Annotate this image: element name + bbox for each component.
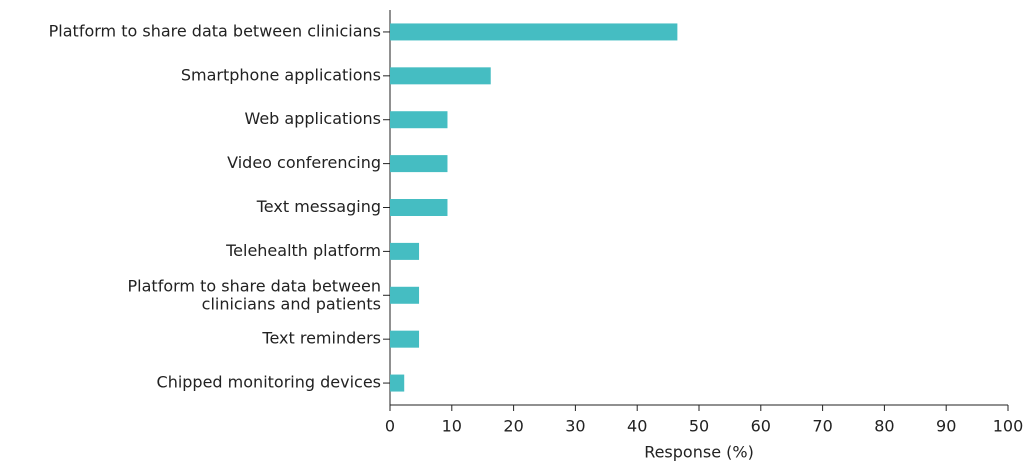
y-tick-label: Text reminders xyxy=(261,329,381,348)
bar xyxy=(390,374,405,392)
y-tick-label: Telehealth platform xyxy=(225,241,381,260)
x-tick-label: 0 xyxy=(385,417,395,436)
x-axis-label: Response (%) xyxy=(644,443,754,462)
bar xyxy=(390,199,448,216)
x-tick-label: 10 xyxy=(442,417,462,436)
x-tick-label: 50 xyxy=(689,417,709,436)
x-tick-label: 100 xyxy=(993,417,1024,436)
x-tick-label: 70 xyxy=(812,417,832,436)
y-tick-label: Smartphone applications xyxy=(181,65,381,84)
x-tick-label: 20 xyxy=(503,417,523,436)
bar xyxy=(390,242,420,260)
x-tick-label: 80 xyxy=(874,417,894,436)
bar xyxy=(390,286,420,304)
bar xyxy=(390,111,448,129)
bar xyxy=(390,330,420,348)
y-tick-label: Video conferencing xyxy=(227,153,381,172)
bar xyxy=(390,23,678,41)
y-tick-label: Text messaging xyxy=(256,197,381,216)
y-tick-label: Chipped monitoring devices xyxy=(157,373,381,392)
x-tick-label: 90 xyxy=(936,417,956,436)
y-tick-label: Web applications xyxy=(244,109,381,128)
x-tick-label: 60 xyxy=(751,417,771,436)
bar xyxy=(390,67,491,85)
y-tick-label: Platform to share data between clinicians… xyxy=(128,276,381,313)
bar xyxy=(390,155,448,173)
y-tick-label: Platform to share data between clinician… xyxy=(49,21,381,40)
x-tick-label: 40 xyxy=(627,417,647,436)
x-tick-label: 30 xyxy=(565,417,585,436)
